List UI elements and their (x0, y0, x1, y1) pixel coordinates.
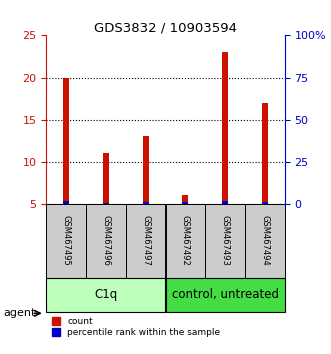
Bar (103, 153, 109, 204)
Text: GSM467496: GSM467496 (101, 215, 111, 266)
Bar (143, 137, 149, 204)
Bar (182, 195, 188, 204)
Bar (262, 202, 268, 204)
Text: agent: agent (3, 308, 36, 318)
Text: GSM467492: GSM467492 (181, 215, 190, 266)
Bar (166, 204, 205, 278)
Bar (222, 52, 228, 204)
Bar (205, 204, 245, 278)
Text: GSM467493: GSM467493 (220, 215, 230, 266)
Bar (143, 202, 149, 204)
Bar (63, 78, 69, 204)
Bar (166, 278, 285, 312)
Bar (126, 204, 166, 278)
Text: GSM467494: GSM467494 (260, 215, 269, 266)
Legend: count, percentile rank within the sample: count, percentile rank within the sample (51, 316, 221, 338)
Bar (46, 204, 86, 278)
Text: GSM467495: GSM467495 (62, 215, 71, 266)
Bar (245, 204, 285, 278)
Title: GDS3832 / 10903594: GDS3832 / 10903594 (94, 21, 237, 34)
Bar (182, 202, 188, 204)
Text: control, untreated: control, untreated (171, 288, 279, 301)
Bar (262, 103, 268, 204)
Bar (222, 201, 228, 204)
Bar (103, 202, 109, 204)
Text: C1q: C1q (94, 288, 118, 301)
Text: GSM467497: GSM467497 (141, 215, 150, 266)
Bar (86, 204, 126, 278)
Bar (46, 278, 166, 312)
Bar (63, 201, 69, 204)
